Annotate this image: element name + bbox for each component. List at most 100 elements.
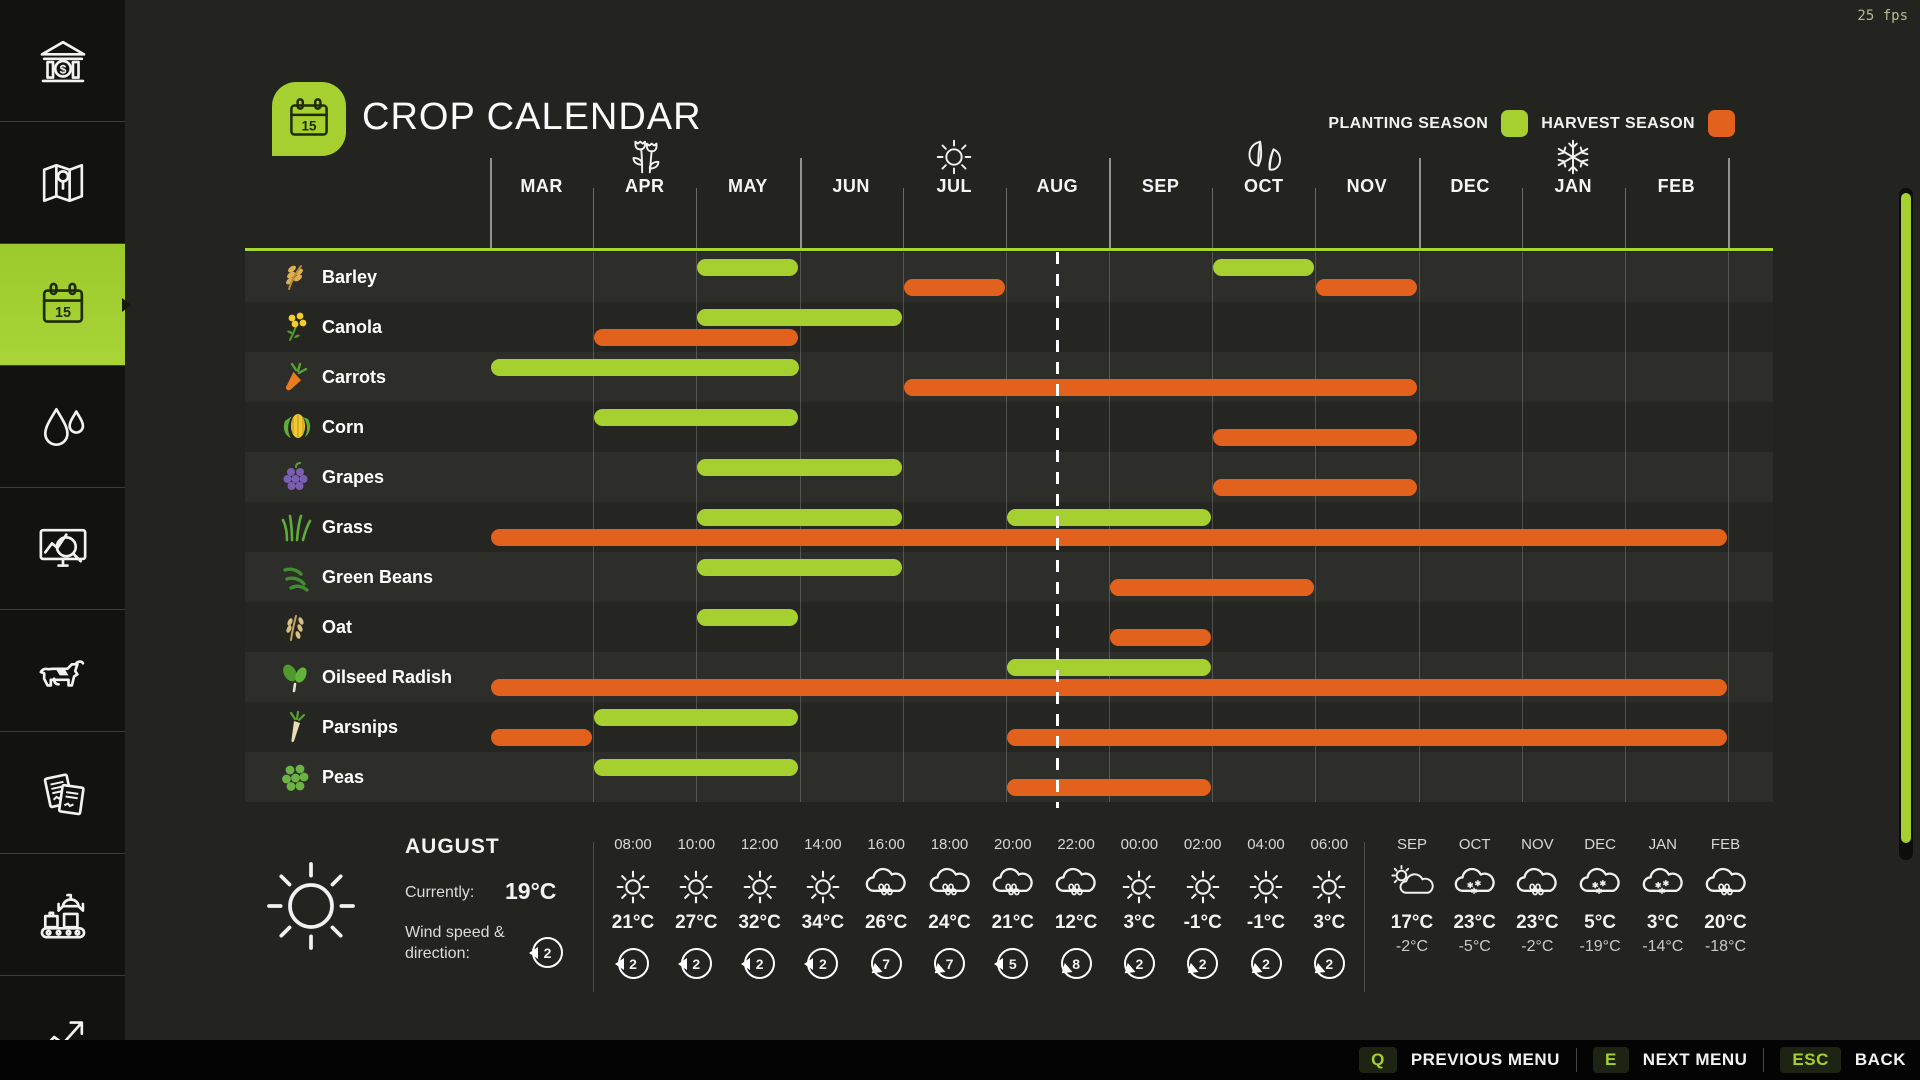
control-hints-bar: Q PREVIOUS MENU E NEXT MENU ESC BACK (0, 1040, 1920, 1080)
planting-bar (1213, 259, 1315, 276)
month-tick (1624, 188, 1626, 250)
harvest-bar (1006, 779, 1212, 796)
control-separator (1763, 1048, 1765, 1072)
forecast-high-temp: 23°C (1516, 912, 1559, 933)
bank-icon: $ (32, 30, 94, 92)
sidebar-item-animals[interactable] (0, 610, 125, 732)
crop-label: Canola (322, 317, 383, 337)
planting-bar (697, 259, 799, 276)
month-header-may: MAY (727, 176, 768, 196)
hourly-forecast-20:00: 20:00 21°C 5 (982, 836, 1044, 979)
month-header-mar: MAR (520, 176, 563, 196)
month-tick (1521, 188, 1523, 250)
forecast-month: NOV (1521, 836, 1554, 853)
grass-icon (279, 510, 313, 544)
forecast-time: 16:00 (867, 836, 905, 853)
forecast-temp: 26°C (864, 912, 908, 933)
hourly-forecast-10:00: 10:00 27°C 2 (665, 836, 727, 979)
forecast-low-temp: -5°C (1458, 938, 1491, 955)
sidebar-item-contracts[interactable] (0, 732, 125, 854)
fps-counter: 25 fps (1857, 8, 1908, 24)
harvest-bar (491, 529, 1727, 546)
oilseed-radish-icon (279, 660, 313, 694)
sidebar-item-soil-water[interactable] (0, 366, 125, 488)
sun-icon (1116, 864, 1162, 904)
harvest-bar (1110, 579, 1315, 596)
forecast-temp: 24°C (928, 912, 971, 933)
wind-direction-badge: 2 (677, 948, 712, 979)
forecast-temp: 12°C (1054, 912, 1098, 933)
control-back[interactable]: ESC BACK (1780, 1047, 1906, 1073)
wind-direction-badge: 2 (741, 948, 776, 979)
control-next-menu[interactable]: E NEXT MENU (1592, 1047, 1747, 1073)
forecast-high-temp: 20°C (1704, 912, 1747, 933)
crop-label: Parsnips (322, 717, 399, 737)
month-gridline (1109, 252, 1110, 802)
sun-icon (1306, 864, 1352, 904)
sidebar-item-production[interactable] (0, 854, 125, 976)
hourly-forecast-22:00: 22:00 12°C 8 (1045, 836, 1107, 982)
sun-icon (1243, 864, 1289, 904)
grapes-icon (279, 460, 313, 494)
forecast-month: SEP (1396, 836, 1427, 853)
monthly-forecast-sep: SEP 17°C -2°C (1381, 836, 1443, 956)
month-tick (593, 188, 595, 250)
sidebar-item-map[interactable] (0, 122, 125, 244)
harvest-bar (1110, 629, 1212, 646)
wind-direction-badge: 2 (614, 948, 649, 979)
harvest-season-label: HARVEST SEASON (1541, 114, 1695, 132)
sidebar-item-statistics[interactable] (0, 488, 125, 610)
sun-icon (737, 864, 783, 904)
forecast-time: 06:00 (1310, 836, 1349, 853)
sidebar-item-calendar[interactable]: 15 (0, 244, 131, 366)
forecast-temp: 27°C (675, 912, 718, 933)
map-icon (32, 152, 94, 214)
calendar-header-underline (245, 248, 1773, 251)
sidebar-item-finances[interactable]: $ (0, 0, 125, 122)
svg-text:$: $ (59, 62, 66, 76)
month-gridline (696, 252, 698, 802)
wind-label: Wind speed & direction: (405, 924, 505, 962)
barley-icon (279, 260, 313, 294)
weather-month-title: AUGUST (405, 835, 500, 858)
monitor-chart-icon (32, 518, 94, 580)
month-gridline (1005, 252, 1007, 802)
planting-bar (697, 309, 902, 326)
monthly-forecast-oct: OCT 23°C -5°C (1444, 836, 1506, 956)
month-gridline (799, 252, 801, 802)
current-weather-icon (255, 850, 367, 962)
harvest-bar (594, 329, 799, 346)
partly-cloudy-icon (1389, 864, 1435, 904)
crop-label: Green Beans (322, 567, 434, 587)
wind-speed-value: 2 (1198, 955, 1207, 972)
planting-bar (594, 409, 799, 426)
month-header-nov: NOV (1346, 176, 1388, 196)
forecast-temp: -1°C (1246, 912, 1286, 933)
forecast-low-temp: -19°C (1579, 938, 1621, 955)
crop-calendar-page-icon: 15 (272, 82, 346, 156)
scrollbar-thumb[interactable] (1901, 193, 1911, 843)
crop-label: Grapes (322, 467, 385, 487)
hourly-forecast-14:00: 14:00 34°C 2 (792, 836, 854, 979)
harvest-bar (491, 679, 1727, 696)
season-divider (1109, 158, 1111, 250)
month-header-feb: FEB (1657, 176, 1696, 196)
wind-direction-badge: 7 (925, 948, 965, 982)
planting-season-swatch (1501, 110, 1529, 137)
month-gridline (1212, 252, 1214, 802)
crop-row-barley (245, 252, 1773, 302)
rain-icon (990, 864, 1036, 904)
hourly-forecast-02:00: 02:00 -1°C 2 (1172, 836, 1234, 982)
current-temperature: 19°C (505, 878, 557, 904)
hourly-forecast-04:00: 04:00 -1°C 2 (1235, 836, 1297, 982)
keycap-esc: ESC (1780, 1047, 1841, 1073)
crop-label: Barley (322, 267, 378, 287)
wind-speed-value: 8 (1072, 955, 1080, 972)
month-tick (1315, 188, 1317, 250)
control-previous-menu[interactable]: Q PREVIOUS MENU (1359, 1047, 1560, 1073)
forecast-month: FEB (1710, 836, 1741, 853)
scrollbar[interactable] (1899, 188, 1913, 860)
sun-outline-icon (931, 134, 977, 180)
harvest-season-swatch (1708, 110, 1735, 137)
forecast-time: 00:00 (1120, 836, 1159, 853)
